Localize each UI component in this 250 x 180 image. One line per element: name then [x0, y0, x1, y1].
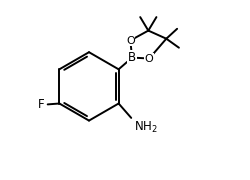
Text: B: B — [128, 51, 136, 64]
Text: NH$_2$: NH$_2$ — [134, 120, 158, 135]
Text: O: O — [145, 53, 154, 64]
Text: F: F — [38, 98, 45, 111]
Text: O: O — [126, 35, 135, 46]
